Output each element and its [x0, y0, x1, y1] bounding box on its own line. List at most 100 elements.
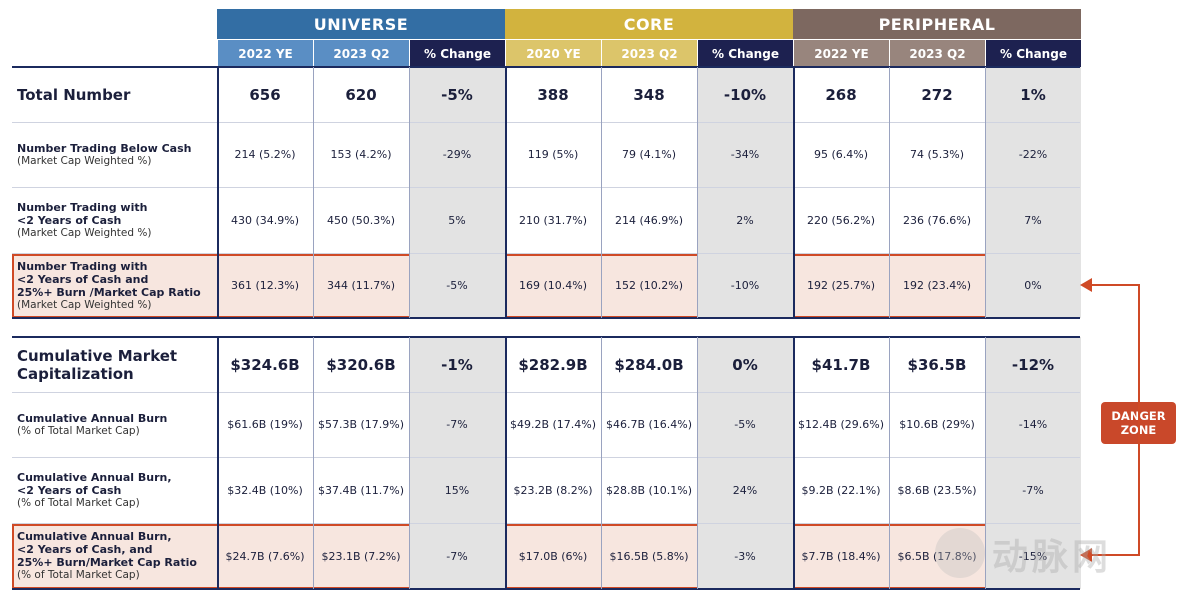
row-subtitle: (Market Cap Weighted %)	[17, 298, 152, 311]
connector-top	[1090, 284, 1140, 286]
table-cell: 388	[537, 85, 569, 104]
row-label: Number Trading Below Cash (Market Cap Wei…	[12, 122, 217, 187]
table-divider	[12, 317, 1080, 319]
table-cell: -10%	[730, 279, 760, 292]
change-column-bg	[985, 337, 1081, 589]
table-cell: 0%	[1024, 279, 1042, 292]
table-cell: 210 (31.7%)	[518, 213, 588, 227]
table-cell: 268	[825, 85, 857, 104]
table-cell: $10.6B (29%)	[899, 418, 975, 431]
row-title: Number Trading with <2 Years of Cash	[17, 200, 148, 227]
table-cell: $284.0B	[614, 355, 684, 374]
row-label: Number Trading with <2 Years of Cash (Mar…	[12, 187, 217, 253]
table-cell: 2%	[736, 213, 754, 227]
table-cell: -29%	[442, 148, 472, 161]
row-title: Number Trading Below Cash	[17, 141, 192, 155]
table-cell: 450 (50.3%)	[326, 213, 396, 227]
table-cell: 0%	[732, 355, 758, 374]
table-cell: $8.6B (23.5%)	[897, 483, 977, 497]
change-column-bg	[697, 337, 793, 589]
row-title: Cumulative Annual Burn, <2 Years of Cash	[17, 470, 172, 497]
table-cell: 348	[633, 85, 665, 104]
row-subtitle: (% of Total Market Cap)	[17, 569, 140, 581]
row-title: Cumulative Annual Burn, <2 Years of Cash…	[17, 530, 197, 569]
connector-vertical	[1138, 284, 1140, 556]
column-divider	[505, 337, 507, 589]
column-divider	[697, 67, 698, 318]
table-cell: 74 (5.3%)	[909, 148, 965, 161]
table-cell: 7%	[1024, 213, 1042, 227]
column-divider	[313, 67, 314, 318]
row-divider	[12, 253, 1080, 254]
table-cell: -7%	[1022, 483, 1044, 497]
watermark-text: 动脉网	[992, 537, 1113, 578]
connector-bottom	[1090, 554, 1140, 556]
column-header: 2023 Q2	[314, 40, 409, 67]
table-cell: 192 (23.4%)	[902, 279, 972, 292]
table-cell: $24.7B (7.6%)	[225, 549, 305, 563]
table-cell: 169 (10.4%)	[518, 279, 588, 292]
table-cell: $320.6B	[326, 355, 396, 374]
watermark-logo	[935, 528, 985, 578]
table-cell: $17.0B (6%)	[518, 549, 588, 563]
table-cell: -5%	[441, 85, 473, 104]
change-column-bg	[985, 67, 1081, 318]
change-column-bg	[697, 67, 793, 318]
table-cell: $324.6B	[230, 355, 300, 374]
column-divider	[793, 337, 795, 589]
table-cell: 95 (6.4%)	[813, 148, 869, 161]
row-divider	[12, 187, 1080, 188]
table-cell: 214 (5.2%)	[234, 148, 296, 161]
column-divider	[889, 337, 890, 589]
table-cell: -7%	[446, 549, 468, 563]
table-cell: -7%	[446, 418, 468, 431]
table-cell: -10%	[723, 85, 767, 104]
table-cell: $16.5B (5.8%)	[609, 549, 689, 563]
table-cell: 236 (76.6%)	[902, 213, 972, 227]
table-cell: 24%	[732, 483, 758, 497]
column-divider	[697, 337, 698, 589]
column-header-change: % Change	[410, 40, 505, 67]
table-cell: $28.8B (10.1%)	[605, 483, 693, 497]
column-header-change: % Change	[698, 40, 793, 67]
column-divider	[313, 337, 314, 589]
change-column-bg	[409, 67, 505, 318]
group-header-core: CORE	[505, 9, 793, 39]
row-divider	[12, 457, 1080, 458]
column-divider	[601, 337, 602, 589]
table-cell: $57.3B (17.9%)	[317, 418, 405, 431]
table-cell: $23.2B (8.2%)	[513, 483, 593, 497]
column-header-change: % Change	[986, 40, 1081, 67]
arrow-left-icon	[1080, 278, 1092, 292]
column-divider	[601, 67, 602, 318]
table-divider	[12, 66, 1080, 68]
column-divider	[217, 67, 219, 318]
row-label: Cumulative Annual Burn, <2 Years of Cash…	[12, 523, 217, 589]
column-header: 2023 Q2	[602, 40, 697, 67]
table-cell: -22%	[1018, 148, 1048, 161]
arrow-left-icon	[1080, 548, 1092, 562]
row-subtitle: (Market Cap Weighted %)	[17, 226, 152, 239]
table-cell: -5%	[446, 279, 468, 292]
table-cell: 620	[345, 85, 377, 104]
table-cell: $37.4B (11.7%)	[317, 483, 405, 497]
table-cell: -5%	[734, 418, 756, 431]
table-cell: 119 (5%)	[527, 148, 579, 161]
table-cell: $61.6B (19%)	[227, 418, 303, 431]
row-subtitle: (% of Total Market Cap)	[17, 496, 140, 509]
table-cell: 272	[921, 85, 953, 104]
table-cell: $46.7B (16.4%)	[605, 418, 693, 431]
row-label: Total Number	[12, 67, 217, 122]
row-divider	[12, 392, 1080, 393]
row-label: Cumulative Annual Burn (% of Total Market…	[12, 392, 217, 457]
table-cell: $49.2B (17.4%)	[509, 418, 597, 431]
column-divider	[409, 337, 410, 589]
column-header: 2023 Q2	[890, 40, 985, 67]
change-column-bg	[409, 337, 505, 589]
row-divider	[12, 122, 1080, 123]
column-divider	[409, 67, 410, 318]
table-cell: 220 (56.2%)	[806, 213, 876, 227]
table-cell: $23.1B (7.2%)	[321, 549, 401, 563]
column-header: 2022 YE	[794, 40, 889, 67]
row-title: Cumulative Annual Burn	[17, 411, 168, 425]
